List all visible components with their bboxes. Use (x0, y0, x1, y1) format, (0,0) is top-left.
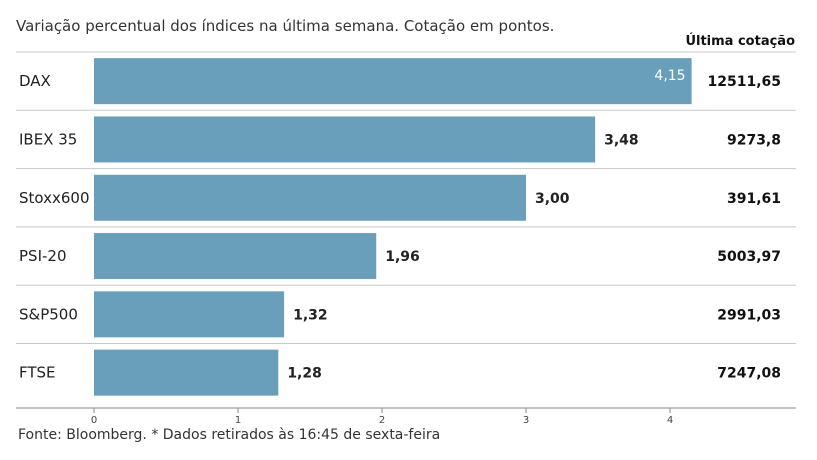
bar (94, 58, 692, 105)
last-quote-value: 5003,97 (717, 249, 781, 265)
category-label: PSI-20 (19, 247, 67, 265)
value-label: 1,96 (385, 249, 420, 265)
last-quote-value: 12511,65 (707, 74, 781, 90)
x-tick-label: 0 (91, 415, 97, 426)
x-tick-label: 2 (379, 415, 385, 426)
bar (94, 349, 279, 396)
bar (94, 233, 377, 280)
bar (94, 174, 526, 221)
last-quote-value: 7247,08 (717, 366, 781, 382)
value-label: 4,15 (654, 68, 685, 84)
category-label: Stoxx600 (19, 189, 90, 207)
category-label: DAX (19, 72, 51, 90)
category-label: S&P500 (19, 305, 78, 323)
x-tick-label: 4 (667, 415, 673, 426)
category-label: IBEX 35 (19, 130, 77, 148)
value-label: 3,48 (604, 132, 639, 148)
chart-subtitle: Variação percentual dos índices na últim… (16, 17, 555, 35)
category-label: FTSE (19, 364, 56, 382)
value-label: 1,28 (287, 366, 322, 382)
source-note: Fonte: Bloomberg. * Dados retirados às 1… (18, 427, 441, 443)
value-label: 1,32 (293, 307, 328, 323)
last-quote-header: Última cotação (685, 34, 795, 49)
bar (94, 291, 285, 338)
x-tick-label: 1 (235, 415, 241, 426)
value-label: 3,00 (535, 191, 570, 207)
last-quote-value: 2991,03 (717, 307, 781, 323)
last-quote-value: 391,61 (727, 191, 781, 207)
x-tick-label: 3 (523, 415, 529, 426)
bar (94, 116, 596, 163)
last-quote-value: 9273,8 (727, 132, 781, 148)
